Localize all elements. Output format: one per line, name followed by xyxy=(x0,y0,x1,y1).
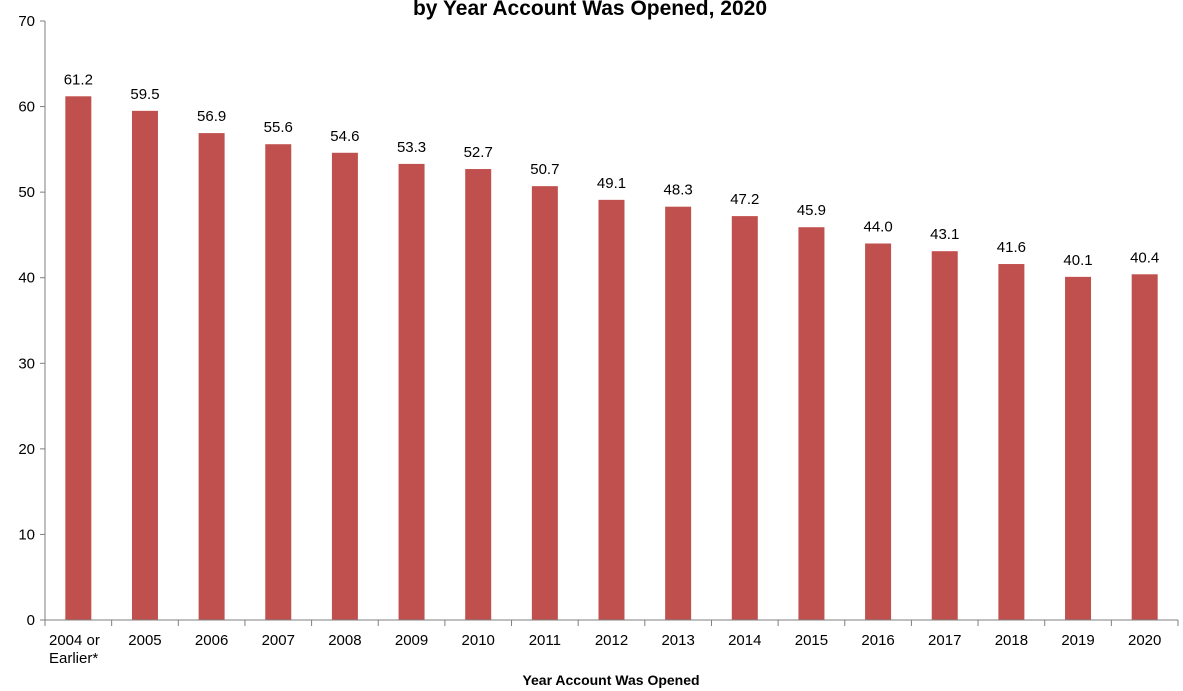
x-tick-label: 2007 xyxy=(262,632,295,649)
x-axis-label: Year Account Was Opened xyxy=(522,672,699,688)
y-tick-label: 30 xyxy=(18,355,35,372)
data-label: 50.7 xyxy=(530,161,559,178)
x-tick-label: 2005 xyxy=(128,632,161,649)
data-label: 49.1 xyxy=(597,175,626,192)
bar xyxy=(865,243,892,620)
data-label: 43.1 xyxy=(930,226,959,243)
bar xyxy=(665,206,692,620)
y-tick-label: 60 xyxy=(18,99,35,116)
x-tick-label: 2020 xyxy=(1128,632,1161,649)
x-tick-label: 2004 or xyxy=(49,632,100,649)
x-tick-label: 2009 xyxy=(395,632,428,649)
y-tick-label: 0 xyxy=(27,612,35,629)
y-tick-label: 20 xyxy=(18,441,35,458)
data-label: 54.6 xyxy=(330,128,359,145)
data-label: 47.2 xyxy=(730,191,759,208)
data-label: 40.4 xyxy=(1130,249,1159,266)
data-label: 53.3 xyxy=(397,139,426,156)
x-tick-label: 2016 xyxy=(861,632,894,649)
chart-title: by Year Account Was Opened, 2020 xyxy=(413,0,767,20)
bar xyxy=(1131,274,1158,620)
x-tick-label: 2013 xyxy=(661,632,694,649)
bars: 61.2 59.5 56.9 55.6 54.6 53.3 52.7 50.7 49.1 48.3… xyxy=(64,71,1159,621)
data-label: 41.6 xyxy=(997,239,1026,256)
x-tick-label: 2019 xyxy=(1061,632,1094,649)
data-label: 52.7 xyxy=(464,144,493,161)
y-tick-label: 70 xyxy=(18,13,35,30)
data-label: 44.0 xyxy=(863,218,892,235)
x-tick-label: 2012 xyxy=(595,632,628,649)
data-label: 45.9 xyxy=(797,202,826,219)
x-tick-label: 2011 xyxy=(529,632,561,649)
x-tick-label: 2010 xyxy=(462,632,495,649)
y-tick-label: 40 xyxy=(18,270,35,287)
bar xyxy=(131,110,158,620)
bar xyxy=(331,152,358,620)
data-label: 48.3 xyxy=(664,182,693,199)
bar xyxy=(465,169,492,620)
bar xyxy=(731,216,758,621)
x-tick-label: 2017 xyxy=(928,632,961,649)
x-tick-label: 2018 xyxy=(995,632,1028,649)
data-label: 61.2 xyxy=(64,71,93,88)
bar xyxy=(798,227,825,620)
data-label: 56.9 xyxy=(197,108,226,125)
data-label: 59.5 xyxy=(130,86,159,103)
data-label: 40.1 xyxy=(1063,252,1092,269)
x-tick-label: Earlier* xyxy=(49,650,98,667)
bar xyxy=(931,251,958,621)
bar xyxy=(265,144,292,621)
bar xyxy=(598,199,625,620)
bar xyxy=(65,96,92,620)
bar xyxy=(198,133,225,620)
x-tick-label: 2014 xyxy=(728,632,761,649)
y-axis: 0 10 20 30 40 50 60 70 xyxy=(18,13,46,629)
bar xyxy=(998,264,1025,620)
bar xyxy=(531,186,558,620)
x-tick-label: 2006 xyxy=(195,632,228,649)
data-label: 55.6 xyxy=(264,119,293,136)
bar xyxy=(398,163,425,620)
x-tick-label: 2015 xyxy=(795,632,828,649)
x-tick-label: 2008 xyxy=(328,632,361,649)
bar xyxy=(1065,276,1092,620)
y-tick-label: 50 xyxy=(18,184,35,201)
y-tick-label: 10 xyxy=(18,526,35,543)
